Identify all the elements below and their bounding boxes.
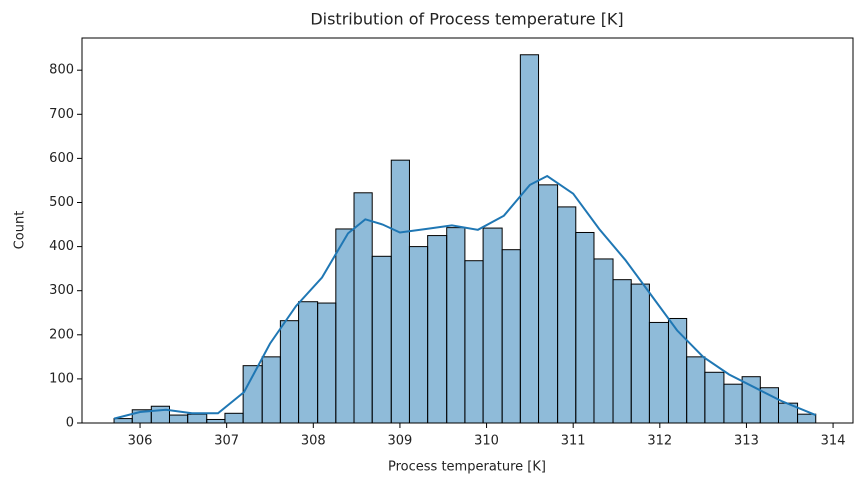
x-tick-label: 308 <box>301 434 326 449</box>
bar <box>575 231 595 424</box>
bar <box>686 356 706 424</box>
x-tick-label: 309 <box>388 434 413 449</box>
bar <box>612 279 632 424</box>
x-tick-label: 311 <box>561 434 586 449</box>
bar <box>630 283 650 424</box>
y-tick-label: 200 <box>49 327 74 342</box>
y-tick-label: 300 <box>49 283 74 298</box>
y-tick-label: 700 <box>49 107 74 122</box>
y-tick-label: 600 <box>49 151 74 166</box>
x-axis-label: Process temperature [K] <box>388 460 546 475</box>
plot-frame <box>81 37 854 424</box>
x-tick-label: 313 <box>734 434 759 449</box>
kde-line <box>113 174 817 420</box>
x-tick-label: 314 <box>821 434 846 449</box>
bar <box>371 255 392 424</box>
y-tick-label: 100 <box>49 371 74 386</box>
bar <box>187 413 208 424</box>
x-tick-label: 306 <box>128 434 153 449</box>
bar <box>557 206 577 424</box>
y-tick-label: 800 <box>49 63 74 78</box>
bar <box>464 260 484 424</box>
bar <box>648 321 669 424</box>
chart-title: Distribution of Process temperature [K] <box>310 10 623 29</box>
bar <box>741 376 761 424</box>
bar <box>797 413 817 424</box>
bar <box>427 235 448 424</box>
bar <box>519 54 540 424</box>
bar <box>150 405 170 424</box>
bar <box>759 387 779 424</box>
bar <box>390 159 410 424</box>
bar <box>501 249 521 424</box>
x-tick-label: 312 <box>647 434 672 449</box>
bar <box>408 246 429 424</box>
bar <box>168 414 189 424</box>
x-tick-label: 307 <box>214 434 239 449</box>
bar <box>593 258 614 424</box>
bar <box>279 320 300 424</box>
y-tick-label: 500 <box>49 195 74 210</box>
bar <box>538 184 559 424</box>
bar <box>446 227 466 424</box>
y-axis-label: Count <box>13 211 28 250</box>
bar <box>704 371 725 424</box>
bar <box>317 302 337 424</box>
bar <box>298 301 319 424</box>
bar <box>667 317 688 424</box>
x-tick-label: 310 <box>474 434 499 449</box>
bar <box>723 383 743 424</box>
bar <box>261 356 281 424</box>
y-tick-label: 400 <box>49 239 74 254</box>
bar <box>224 412 244 424</box>
y-tick-label: 0 <box>66 416 74 431</box>
bar <box>482 227 503 424</box>
bar <box>113 418 133 424</box>
bar <box>335 228 355 424</box>
bar <box>206 418 226 424</box>
